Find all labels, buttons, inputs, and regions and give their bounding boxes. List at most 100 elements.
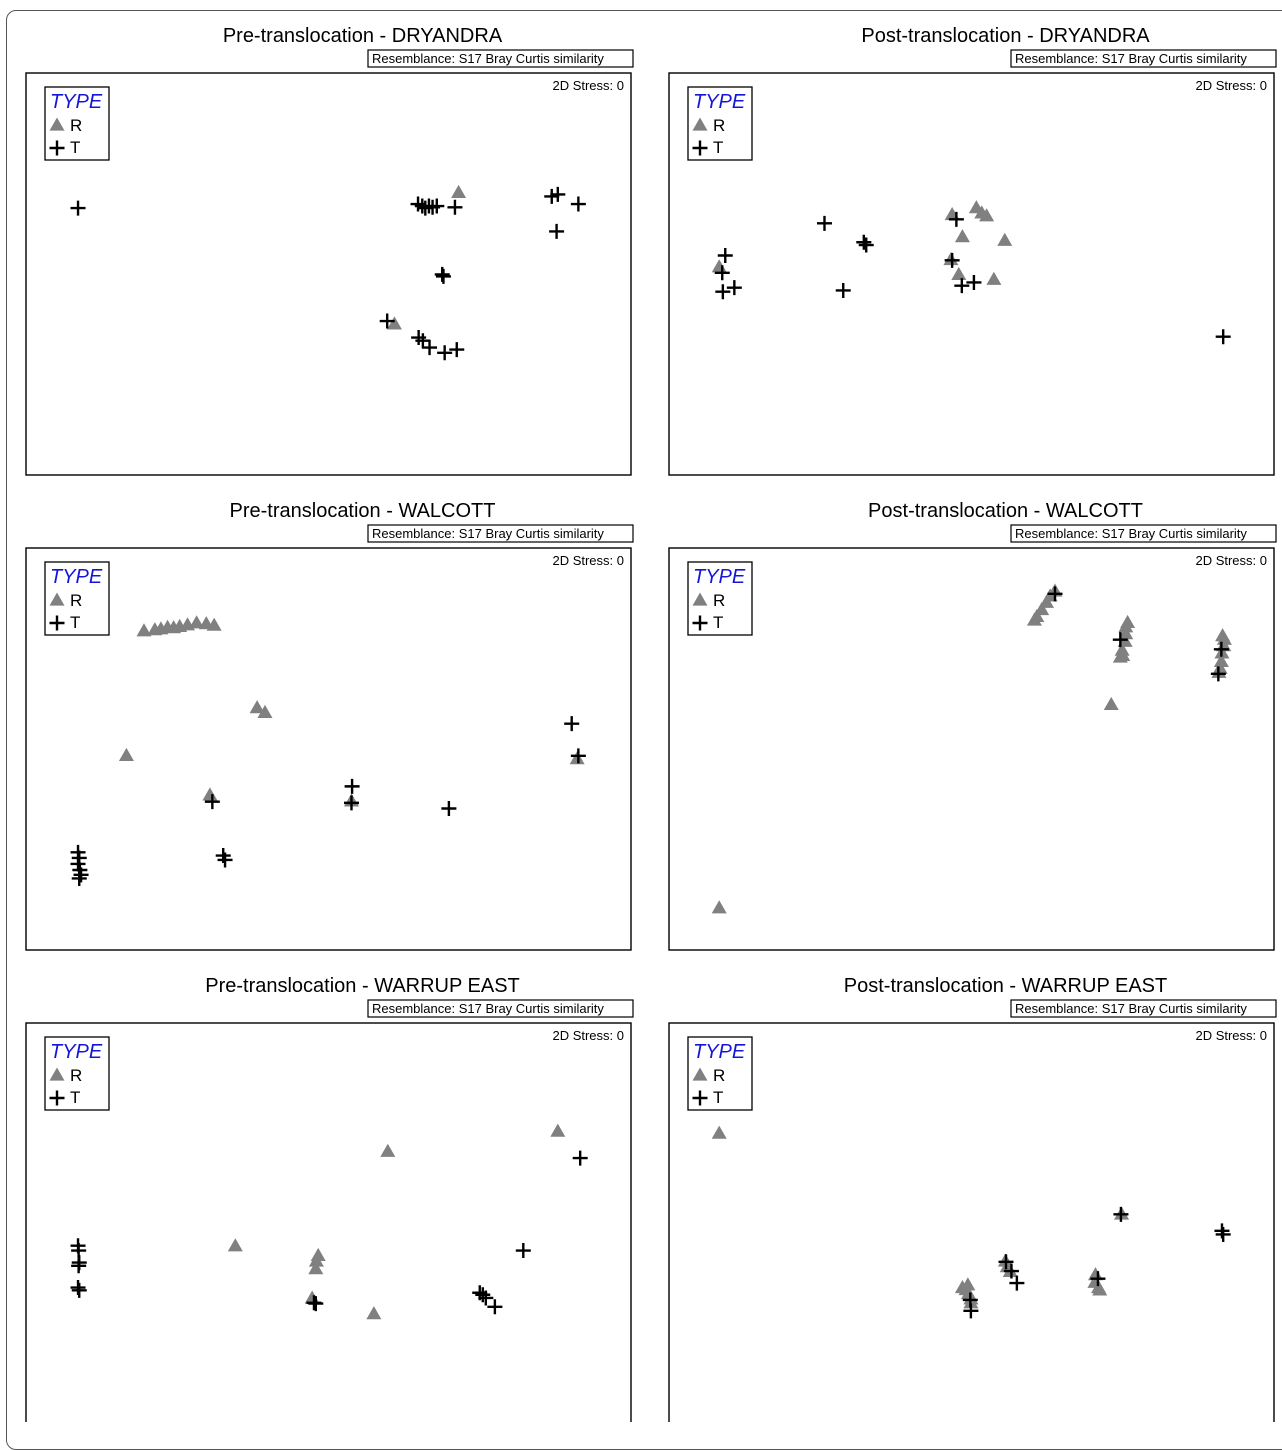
legend: TYPE RT [687, 561, 753, 636]
data-point-triangle [1092, 1282, 1108, 1296]
legend-triangle-marker [692, 117, 708, 131]
data-point-cross [963, 1303, 979, 1319]
legend-triangle-marker [49, 592, 65, 606]
legend-label: T [70, 1088, 80, 1107]
data-point-cross [343, 795, 359, 811]
data-point-triangle [366, 1306, 382, 1320]
data-point-cross [217, 852, 233, 868]
legend-title: TYPE [50, 1041, 103, 1063]
legend-title: TYPE [693, 91, 746, 113]
resemblance-label: Resemblance: S17 Bray Curtis similarity [372, 51, 604, 66]
resemblance-label: Resemblance: S17 Bray Curtis similarity [1015, 51, 1247, 66]
data-point-cross [550, 186, 566, 202]
resemblance-box [367, 49, 634, 68]
data-point-cross [856, 234, 872, 250]
data-point-triangle [386, 316, 402, 330]
data-point-cross [515, 1243, 531, 1259]
data-point-cross [1003, 1263, 1019, 1279]
data-point-cross [1214, 1223, 1230, 1239]
data-point-cross [726, 280, 742, 296]
data-point-cross [379, 313, 395, 329]
plot-frame [25, 547, 632, 951]
data-point-cross [435, 268, 451, 284]
data-point-triangle [380, 1143, 396, 1157]
legend-label: R [713, 116, 725, 135]
data-point-cross [422, 340, 438, 356]
data-point-triangle [1118, 626, 1134, 640]
data-point-triangle [1213, 653, 1229, 667]
data-point-cross [478, 1290, 494, 1306]
series-T [962, 1206, 1231, 1319]
resemblance-box [367, 524, 634, 543]
series-R [386, 184, 467, 330]
resemblance-box [1010, 49, 1277, 68]
data-point-cross [70, 200, 86, 216]
data-point-cross [475, 1287, 491, 1303]
panel-title: Pre-translocation - WARRUP EAST [205, 975, 520, 997]
mds-panel: Post-translocation - WALCOTT Resemblance:… [668, 500, 1277, 951]
data-point-cross [71, 1258, 87, 1274]
plot-frame [668, 547, 1275, 951]
resemblance-label: Resemblance: S17 Bray Curtis similarity [372, 1001, 604, 1016]
data-point-triangle [189, 615, 205, 629]
legend-triangle-marker [49, 117, 65, 131]
data-point-cross [944, 252, 960, 268]
legend-cross-marker [49, 615, 65, 631]
data-point-triangle [550, 1123, 566, 1137]
resemblance-label: Resemblance: S17 Bray Curtis similarity [1015, 526, 1247, 541]
data-point-triangle [997, 232, 1013, 246]
data-point-cross [447, 199, 463, 215]
legend-cross-marker [692, 1090, 708, 1106]
legend-label: R [713, 1066, 725, 1085]
data-point-triangle [954, 229, 970, 243]
legend-cross-marker [49, 1090, 65, 1106]
legend-triangle-marker [692, 592, 708, 606]
data-point-cross [564, 716, 580, 732]
data-point-cross [449, 342, 465, 358]
legend-triangle-marker [692, 1067, 708, 1081]
data-point-triangle [136, 623, 152, 637]
series-T [714, 211, 1231, 345]
data-point-cross [429, 198, 445, 214]
data-point-triangle [979, 208, 995, 222]
legend-title: TYPE [693, 566, 746, 588]
mds-panel: Pre-translocation - DRYANDRA Resemblance:… [25, 25, 634, 476]
data-point-cross [1113, 1206, 1129, 1222]
data-point-cross [570, 196, 586, 212]
data-point-triangle [202, 787, 218, 801]
legend-title: TYPE [50, 566, 103, 588]
legend-label: R [713, 591, 725, 610]
legend-label: T [713, 1088, 723, 1107]
data-point-triangle [308, 1253, 324, 1267]
resemblance-box [367, 999, 634, 1018]
legend-label: T [713, 138, 723, 157]
legend-label: T [713, 613, 723, 632]
stress-label: 2D Stress: 0 [552, 1028, 624, 1043]
data-point-cross [1215, 1226, 1231, 1242]
panel-title: Post-translocation - WARRUP EAST [844, 975, 1167, 997]
data-point-triangle [711, 900, 727, 914]
data-point-triangle [711, 1125, 727, 1139]
plot-frame [668, 72, 1275, 476]
stress-label: 2D Stress: 0 [552, 553, 624, 568]
data-point-cross [1090, 1271, 1106, 1287]
data-point-cross [1047, 586, 1063, 602]
data-point-triangle [1216, 631, 1232, 645]
mds-panel: Post-translocation - DRYANDRA Resemblance… [668, 25, 1277, 476]
stress-label: 2D Stress: 0 [1195, 78, 1267, 93]
data-point-cross [1112, 632, 1128, 648]
data-point-cross [858, 237, 874, 253]
legend-title: TYPE [50, 91, 103, 113]
data-point-cross [835, 282, 851, 298]
plot-frame [25, 1022, 632, 1422]
series-T [70, 186, 586, 361]
plot-frame [668, 1022, 1275, 1422]
legend: TYPE RT [687, 1036, 753, 1111]
legend: TYPE RT [687, 86, 753, 161]
resemblance-box [1010, 999, 1277, 1018]
legend: TYPE RT [44, 86, 110, 161]
legend-label: T [70, 613, 80, 632]
legend: TYPE RT [44, 561, 110, 636]
data-point-triangle [308, 1261, 324, 1275]
